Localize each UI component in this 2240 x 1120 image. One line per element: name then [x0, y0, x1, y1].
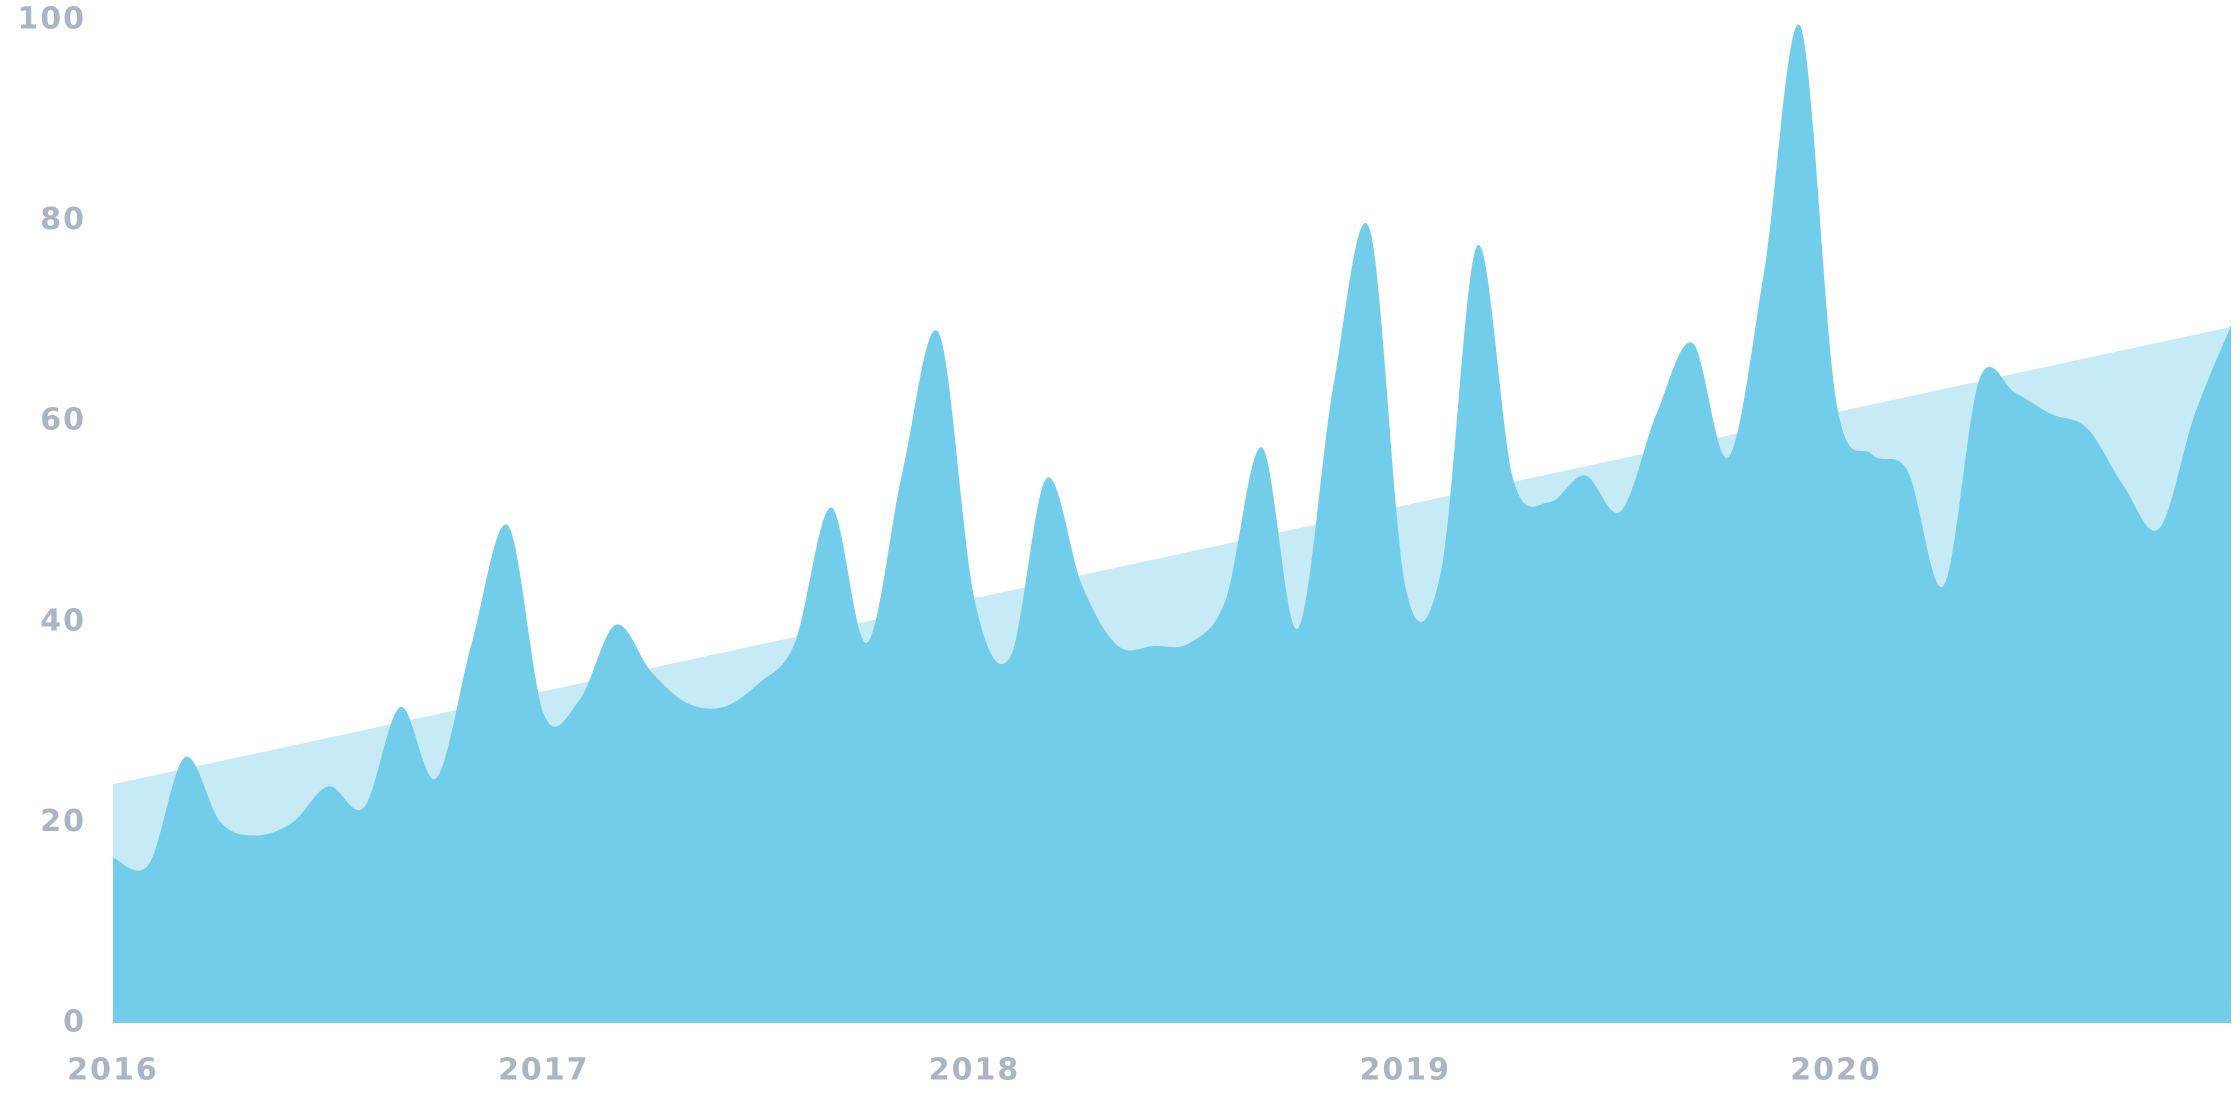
y-tick-label: 100: [17, 2, 86, 37]
x-tick-label: 2018: [929, 1053, 1021, 1088]
x-tick-label: 2016: [67, 1053, 159, 1088]
y-tick-label: 40: [40, 603, 86, 638]
y-tick-label: 60: [40, 403, 86, 438]
y-tick-label: 0: [63, 1005, 86, 1040]
area: [113, 24, 2231, 1023]
x-tick-label: 2019: [1360, 1053, 1452, 1088]
y-tick-label: 80: [40, 202, 86, 237]
x-tick-label: 2017: [498, 1053, 590, 1088]
y-tick-label: 20: [40, 804, 86, 839]
x-tick-label: 2020: [1790, 1053, 1882, 1088]
